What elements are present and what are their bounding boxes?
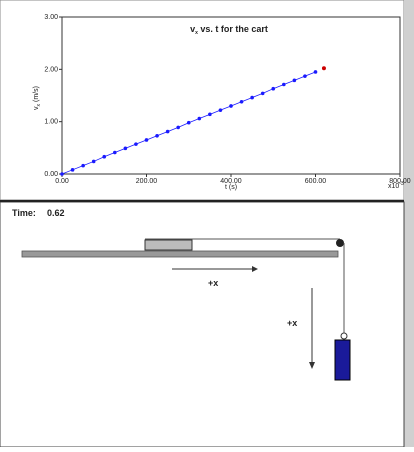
cart bbox=[145, 240, 192, 250]
data-point bbox=[261, 92, 265, 96]
data-point bbox=[314, 70, 318, 74]
current-point bbox=[322, 66, 326, 70]
data-point bbox=[92, 160, 96, 164]
data-point bbox=[271, 87, 275, 91]
data-point bbox=[166, 130, 170, 134]
data-point bbox=[113, 151, 117, 155]
x-tick-label: 800.00 bbox=[389, 178, 411, 185]
data-point bbox=[187, 121, 191, 125]
data-point bbox=[145, 138, 149, 142]
side-strip bbox=[404, 0, 414, 447]
screen: Time: 0.62 +x +x vx vs. t for the cartvx… bbox=[0, 0, 414, 447]
hanging-mass bbox=[335, 340, 350, 380]
data-point bbox=[303, 74, 307, 78]
arrow-label: +x bbox=[287, 318, 297, 328]
data-point bbox=[219, 108, 223, 112]
data-point bbox=[176, 126, 180, 130]
y-tick-label: 3.00 bbox=[44, 14, 58, 21]
track bbox=[22, 251, 338, 257]
y-tick-label: 2.00 bbox=[44, 66, 58, 73]
y-tick-label: 0.00 bbox=[44, 171, 58, 178]
data-point bbox=[102, 155, 106, 159]
data-point bbox=[60, 172, 64, 176]
data-point bbox=[208, 113, 212, 117]
data-point bbox=[81, 164, 85, 168]
data-point bbox=[282, 83, 286, 87]
data-point bbox=[250, 96, 254, 100]
x-tick-label: 0.00 bbox=[55, 178, 69, 185]
data-point bbox=[124, 147, 128, 151]
data-point bbox=[71, 168, 75, 172]
x-tick-label: 600.00 bbox=[305, 178, 327, 185]
data-point bbox=[155, 134, 159, 138]
y-tick-label: 1.00 bbox=[44, 119, 58, 126]
x-axis-label: t (s) bbox=[225, 184, 237, 191]
arrow-label: +x bbox=[208, 278, 218, 288]
data-point bbox=[229, 104, 233, 108]
data-point bbox=[134, 142, 138, 146]
time-label: Time: bbox=[12, 208, 36, 218]
y-axis-label-rest: (m/s) bbox=[33, 86, 40, 104]
x-tick-label: 200.00 bbox=[136, 178, 158, 185]
page: Time: 0.62 +x +x vx vs. t for the cartvx… bbox=[0, 0, 414, 447]
data-point bbox=[293, 79, 297, 83]
chart-title-rest: vs. t for the cart bbox=[198, 24, 268, 34]
pulley bbox=[336, 239, 344, 247]
time-value: 0.62 bbox=[47, 208, 65, 218]
data-point bbox=[198, 117, 202, 121]
x-tick-label: 400.00 bbox=[220, 178, 242, 185]
data-point bbox=[240, 100, 244, 104]
